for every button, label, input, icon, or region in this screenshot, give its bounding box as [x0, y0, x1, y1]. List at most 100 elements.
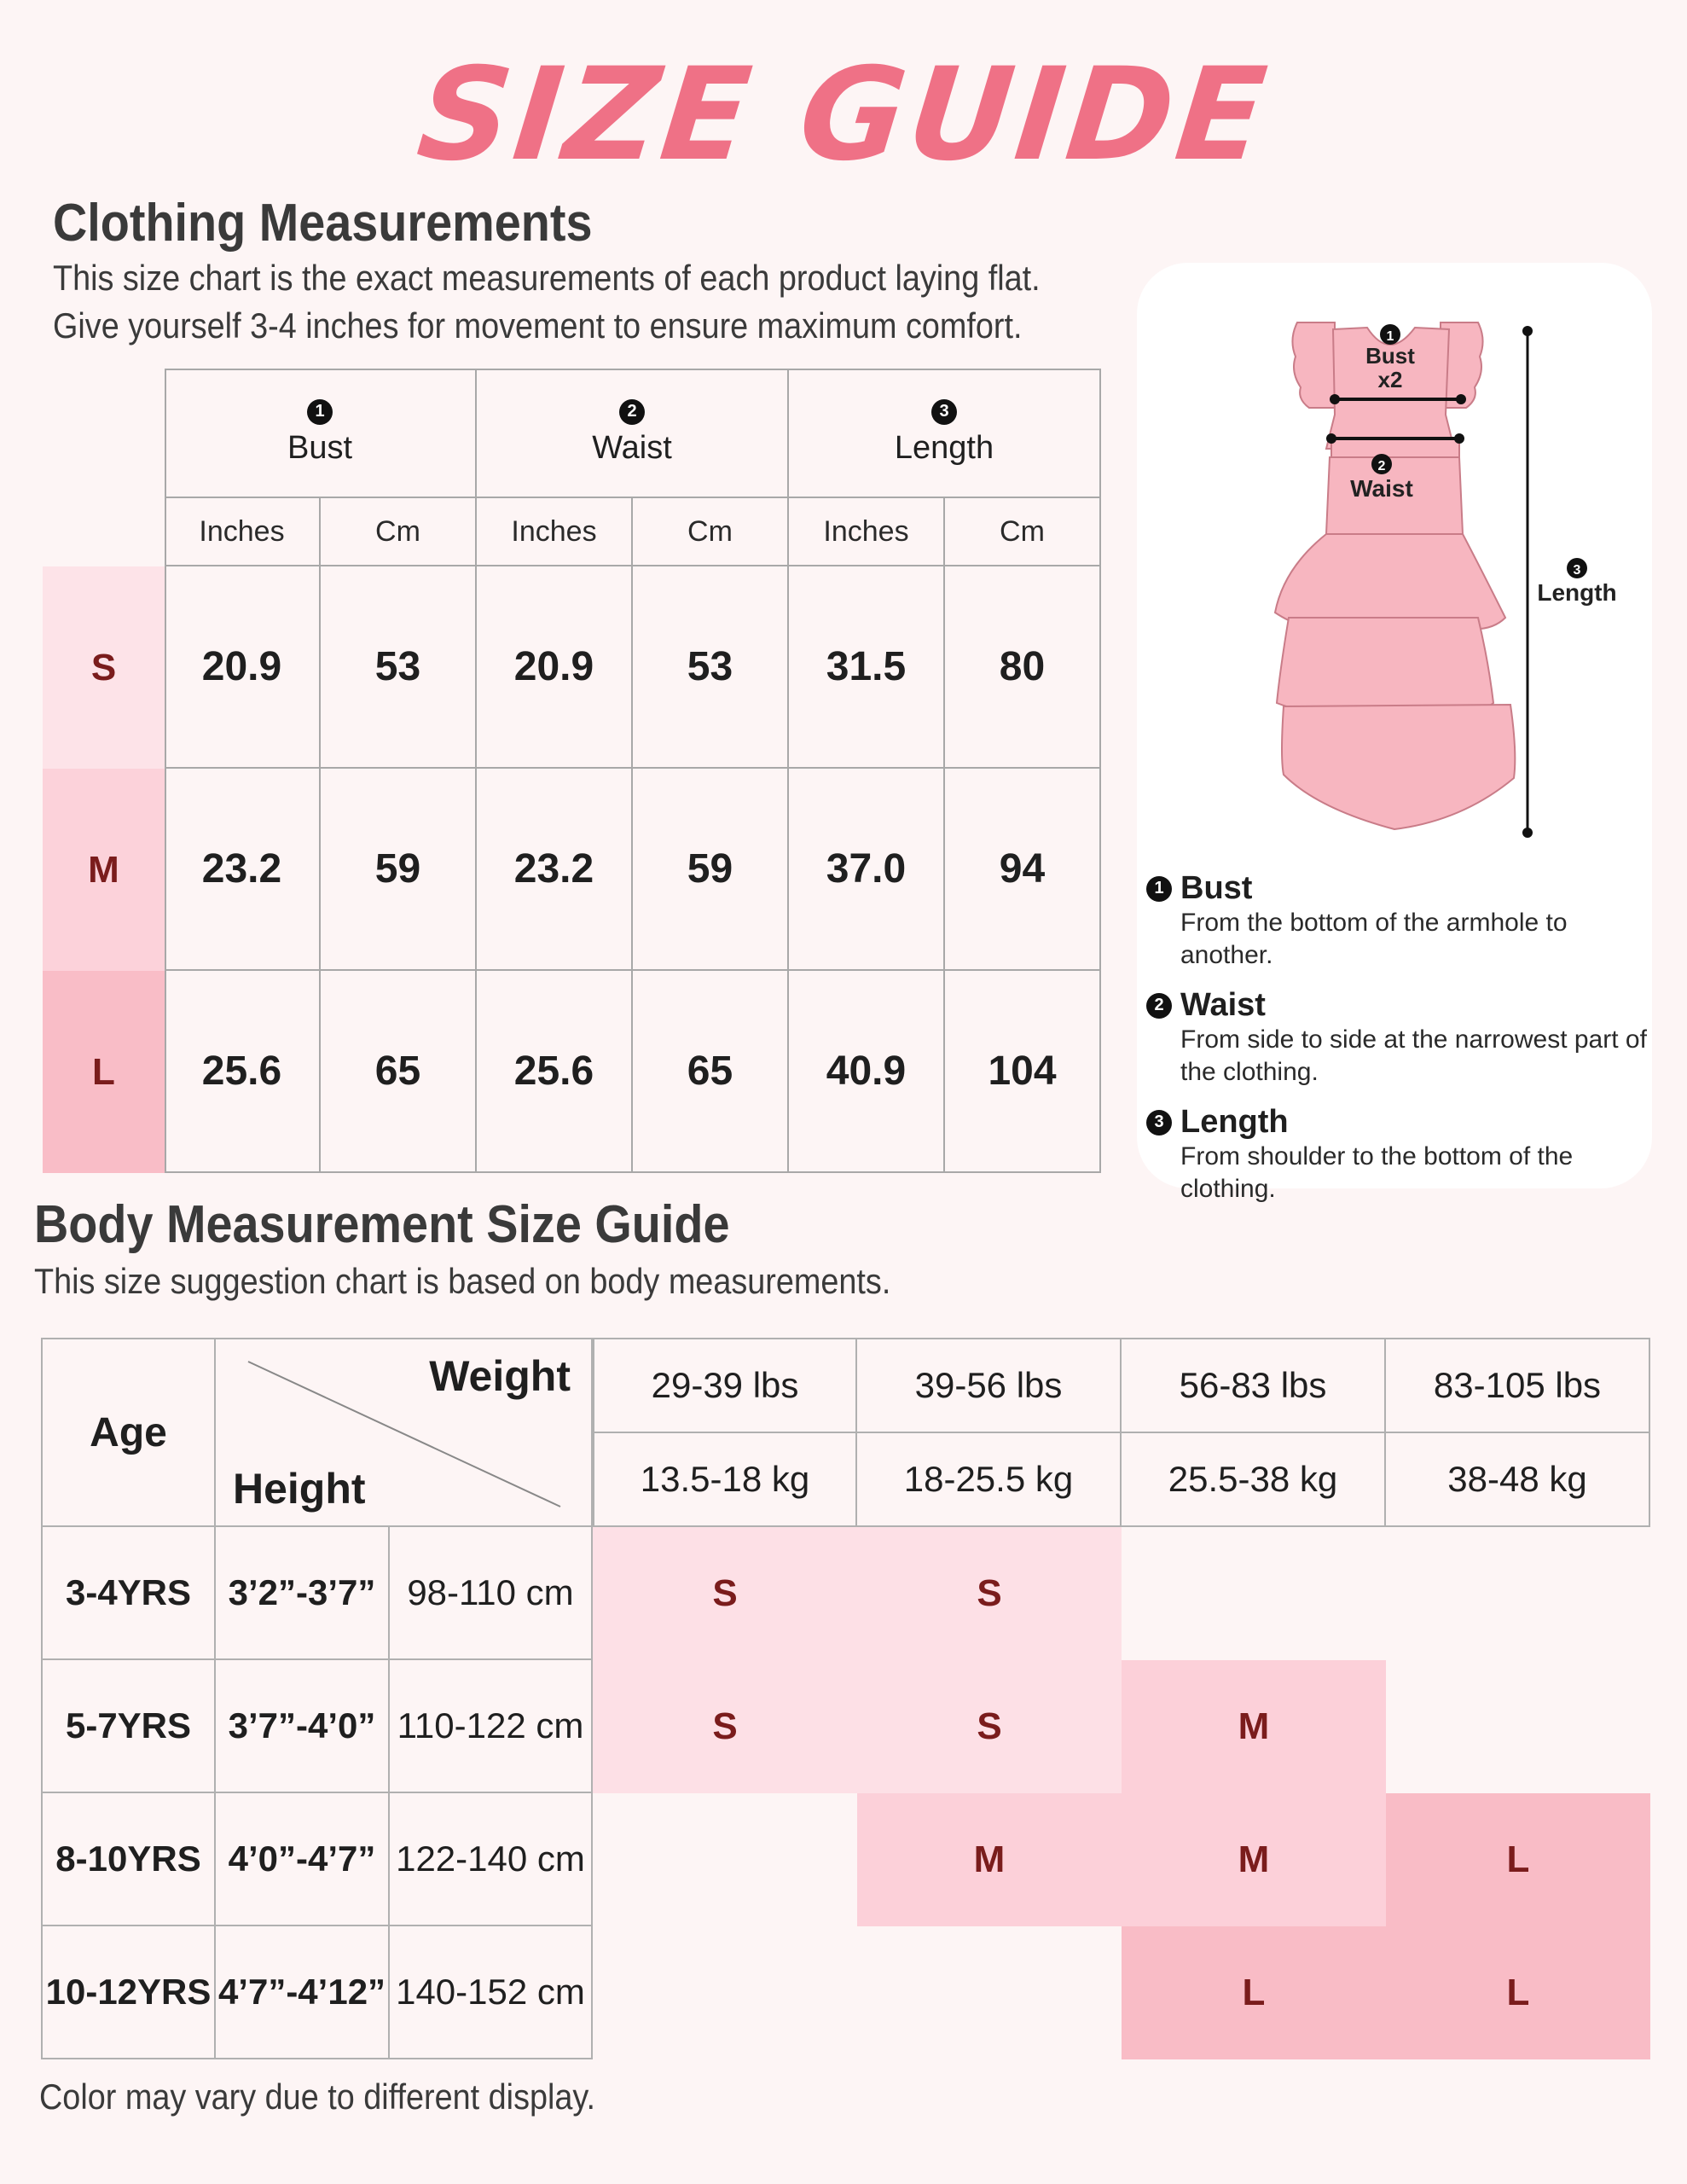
weight-lbs: 56-83 lbs [1122, 1338, 1386, 1433]
measure-value: 80 [945, 566, 1101, 769]
badge-1-icon: 1 [1146, 875, 1172, 902]
size-label-M: M [43, 769, 165, 971]
unit-header: Cm [633, 498, 789, 566]
age-header: Age [41, 1338, 216, 1527]
svg-text:3: 3 [1574, 563, 1581, 578]
bust-label: Bust [1365, 343, 1415, 369]
measure-value: 23.2 [477, 769, 633, 971]
badge-3-icon: 3 [931, 398, 957, 425]
height-in-cell: 4’7”-4’12” [216, 1926, 390, 2059]
size-suggestion: S [857, 1660, 1122, 1793]
height-in-cell: 4’0”-4’7” [216, 1793, 390, 1926]
measure-value: 53 [633, 566, 789, 769]
unit-header: Inches [477, 498, 633, 566]
left-ruffle [1291, 322, 1336, 409]
unit-header: Cm [321, 498, 477, 566]
table-left-border [165, 369, 166, 1173]
legend-length: 3 Length From shoulder to the bottom of t… [1146, 1104, 1649, 1205]
legend-title: Bust [1180, 870, 1253, 906]
legend-desc: the clothing. [1180, 1058, 1319, 1086]
table-top-border [165, 369, 1101, 370]
measure-header-waist: 2 Waist [477, 369, 789, 498]
measure-value: 23.2 [165, 769, 321, 971]
measure-label: Waist [592, 429, 672, 466]
height-weight-header: Weight Height [216, 1338, 593, 1527]
height-in-cell: 3’2”-3’7” [216, 1527, 390, 1660]
legend-title: Waist [1180, 987, 1266, 1023]
measure-value: 20.9 [165, 566, 321, 769]
size-suggestion: L [1386, 1793, 1650, 1926]
size-suggestion: L [1386, 1926, 1650, 2059]
weight-kg: 38-48 kg [1386, 1433, 1650, 1527]
size-suggestion: S [593, 1527, 857, 1660]
badge-3-icon: 3 [1146, 1109, 1172, 1136]
size-label-S: S [43, 566, 165, 769]
svg-text:2: 2 [1378, 459, 1386, 473]
legend-bust: 1 Bust From the bottom of the armhole to … [1146, 870, 1649, 972]
svg-text:1: 1 [1387, 329, 1394, 344]
measure-value: 104 [945, 971, 1101, 1173]
weight-lbs: 39-56 lbs [857, 1338, 1122, 1433]
size-suggestion: S [593, 1660, 857, 1793]
weight-kg: 13.5-18 kg [593, 1433, 857, 1527]
measure-value: 53 [321, 566, 477, 769]
height-cm-cell: 110-122 cm [390, 1660, 593, 1793]
measure-value: 37.0 [789, 769, 945, 971]
unit-header: Inches [789, 498, 945, 566]
page-title: SIZE GUIDE [411, 41, 1276, 189]
measure-value: 40.9 [789, 971, 945, 1173]
age-cell: 8-10YRS [41, 1793, 216, 1926]
legend-desc: From the bottom of the armhole to anothe… [1180, 909, 1568, 969]
measure-value: 59 [321, 769, 477, 971]
legend: 1 Bust From the bottom of the armhole to … [1146, 870, 1649, 1205]
right-ruffle [1440, 322, 1484, 409]
measure-value: 25.6 [477, 971, 633, 1173]
measure-label: Length [894, 429, 994, 466]
legend-waist: 2 Waist From side to side at the narrowes… [1146, 987, 1649, 1089]
waistband [1330, 438, 1460, 458]
weight-kg: 25.5-38 kg [1122, 1433, 1386, 1527]
legend-desc: From shoulder to the bottom of the cloth… [1180, 1142, 1574, 1203]
clothing-heading: Clothing Measurements [53, 194, 593, 253]
size-suggestion: M [857, 1793, 1122, 1926]
body-heading: Body Measurement Size Guide [34, 1195, 730, 1254]
diagonal-divider [247, 1361, 561, 1507]
unit-header: Cm [945, 498, 1101, 566]
badge-1-icon: 1 [307, 398, 333, 425]
badge-2-icon: 2 [1146, 992, 1172, 1019]
size-suggestion: S [857, 1527, 1122, 1660]
measure-value: 94 [945, 769, 1101, 971]
tier-3 [1281, 703, 1516, 831]
length-label: Length [1537, 579, 1616, 606]
measure-value: 20.9 [477, 566, 633, 769]
size-suggestion: L [1122, 1926, 1386, 2059]
legend-title: Length [1180, 1104, 1289, 1140]
height-cm-cell: 140-152 cm [390, 1926, 593, 2059]
size-suggestion: M [1122, 1660, 1386, 1793]
age-cell: 5-7YRS [41, 1660, 216, 1793]
footer-note: Color may vary due to different display. [39, 2077, 596, 2117]
weight-lbs: 29-39 lbs [593, 1338, 857, 1433]
measure-header-length: 3 Length [789, 369, 1101, 498]
bust-sub: x2 [1378, 367, 1403, 392]
size-label-L: L [43, 971, 165, 1173]
weight-lbs: 83-105 lbs [1386, 1338, 1650, 1433]
waist-label: Waist [1350, 475, 1413, 502]
tier-2 [1275, 617, 1495, 717]
age-cell: 3-4YRS [41, 1527, 216, 1660]
body-desc: This size suggestion chart is based on b… [34, 1261, 891, 1301]
measure-label: Bust [287, 429, 353, 466]
legend-desc: From side to side at the narrowest part … [1180, 1025, 1647, 1054]
dress-diagram: 1 Bust x2 2 Waist 3 Length [1273, 322, 1617, 838]
height-header: Height [233, 1465, 366, 1513]
measure-value: 31.5 [789, 566, 945, 769]
height-in-cell: 3’7”-4’0” [216, 1660, 390, 1793]
clothing-desc-1: This size chart is the exact measurement… [53, 258, 1041, 298]
measure-value: 65 [321, 971, 477, 1173]
size-suggestion: M [1122, 1793, 1386, 1926]
measure-value: 65 [633, 971, 789, 1173]
height-cm-cell: 98-110 cm [390, 1527, 593, 1660]
measure-value: 25.6 [165, 971, 321, 1173]
clothing-desc-2: Give yourself 3-4 inches for movement to… [53, 305, 1023, 346]
weight-kg: 18-25.5 kg [857, 1433, 1122, 1527]
